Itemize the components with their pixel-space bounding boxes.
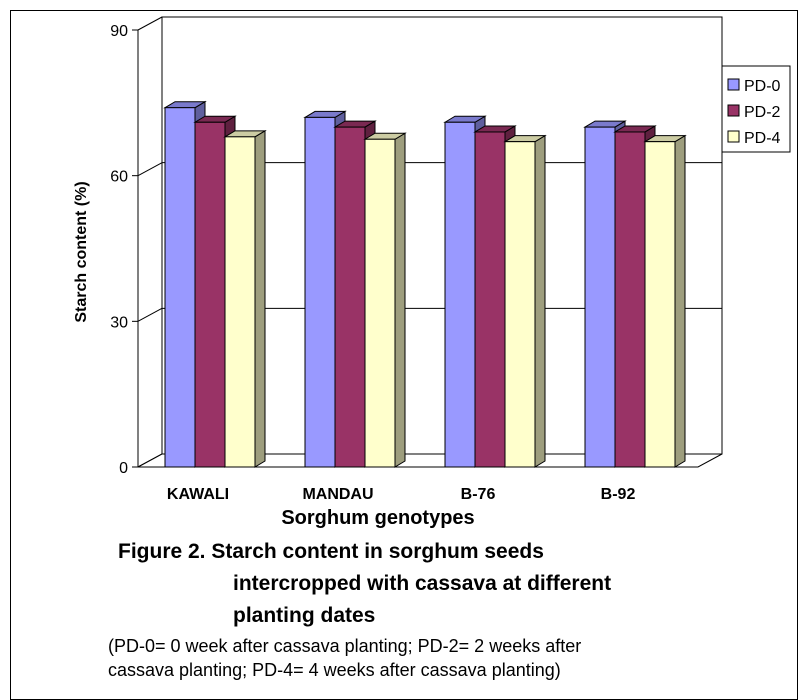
bar-side-PD-4 [394,132,406,468]
y-tick-label: 0 [119,460,128,477]
figure-caption-line-2: intercropped with cassava at different [233,572,612,595]
x-axis-title: Sorghum genotypes [281,507,474,529]
bar-PD-0-MANDAU [304,116,336,468]
x-tick-label: B-76 [461,486,496,503]
legend-label: PD-0 [744,78,781,95]
bar-PD-0-B-92 [584,126,616,468]
bar-PD-4-B-76 [504,141,536,468]
x-tick-label: B-92 [601,486,636,503]
side-wall-tick-line [137,16,163,31]
legend-label: PD-4 [744,130,781,147]
y-axis-title: Starch content (%) [73,181,90,322]
bar-PD-2-MANDAU [334,126,366,468]
x-tick-label: KAWALI [167,486,229,503]
bar-PD-0-B-76 [444,121,476,468]
bar-PD-4-MANDAU [364,138,396,468]
bar-PD-2-B-76 [474,131,506,468]
bar-PD-4-KAWALI [224,136,256,468]
legend-swatch-PD-0 [727,78,740,91]
bar-side-PD-4 [674,134,686,468]
figure-caption-line-1: Figure 2. Starch content in sorghum seed… [118,540,544,563]
bar-PD-2-B-92 [614,131,646,468]
figure-caption-line-3: planting dates [233,604,376,627]
bar-side-PD-4 [254,129,266,468]
y-tick-label: 60 [110,169,128,186]
bar-PD-4-B-92 [644,141,676,468]
legend-swatch-PD-4 [727,130,740,143]
legend-label: PD-2 [744,104,781,121]
side-wall-tick-line [137,307,163,322]
bar-PD-0-KAWALI [164,107,196,468]
bar-chart: 0 30 60 90 KAWALI MANDAU B-76 B-92 Sorghum genot… [73,16,791,529]
y-tick-label: 90 [110,23,128,40]
legend-swatch-PD-2 [727,104,740,117]
y-tick-label: 30 [110,314,128,331]
abbreviation-note-line-2: cassava planting; PD-4= 4 weeks after ca… [108,660,561,680]
side-wall-tick-line [137,162,163,177]
x-tick-label: MANDAU [302,486,373,503]
bar-PD-2-KAWALI [194,121,226,468]
bar-side-PD-4 [534,134,546,468]
abbreviation-note-line-1: (PD-0= 0 week after cassava planting; PD… [108,636,582,656]
